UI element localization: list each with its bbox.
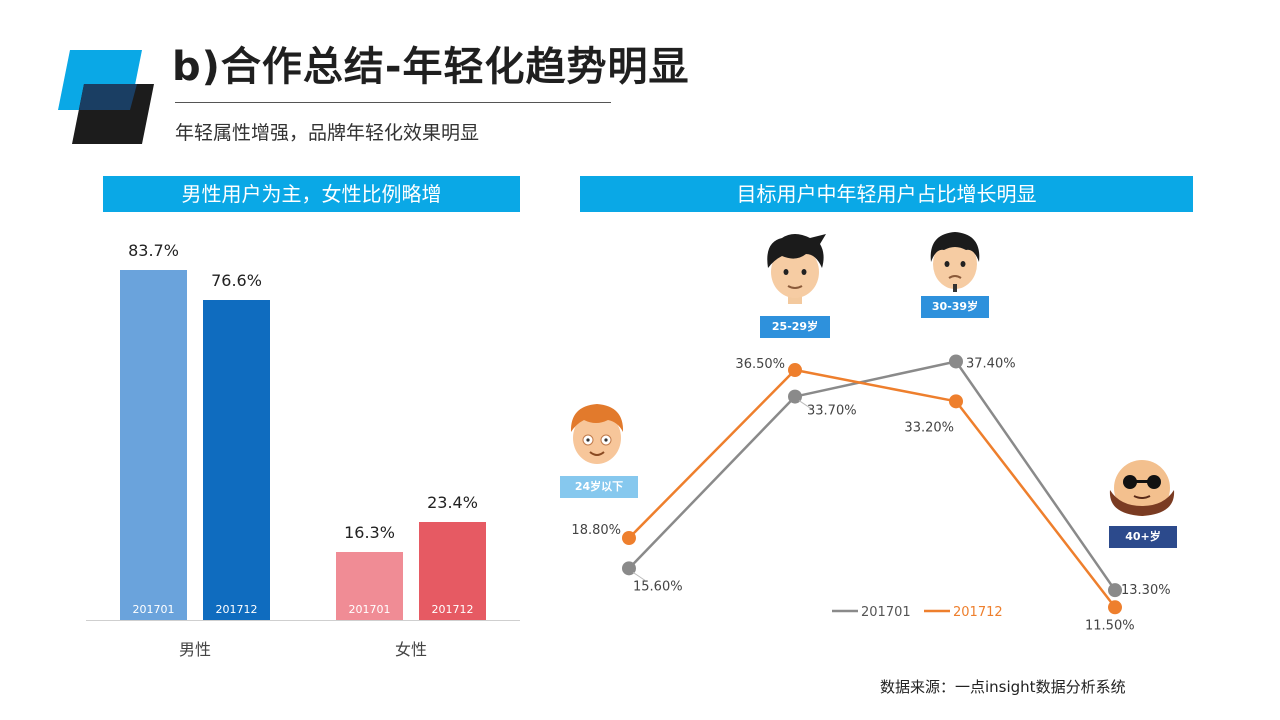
series-line-201712 <box>628 368 1116 609</box>
point-value-label: 33.70% <box>807 404 857 419</box>
right-chart-banner: 目标用户中年轻用户占比增长明显 <box>580 176 1193 212</box>
data-source-note: 数据来源：一点insight数据分析系统 <box>880 678 1126 696</box>
young-boy-face-icon <box>570 404 624 464</box>
data-point <box>1108 600 1122 615</box>
data-point <box>949 394 963 409</box>
age-group-tag: 25-29岁 <box>760 316 830 338</box>
point-value-label: 13.30% <box>1121 583 1171 598</box>
logo-mark <box>58 50 154 144</box>
data-point <box>622 561 636 576</box>
young-man-face-icon <box>767 234 826 304</box>
point-value-label: 36.50% <box>735 357 785 372</box>
data-point <box>788 363 802 378</box>
page-subtitle: 年轻属性增强，品牌年轻化效果明显 <box>175 122 480 144</box>
legend-label: 201712 <box>953 605 1003 620</box>
data-point <box>788 389 802 404</box>
point-value-label: 15.60% <box>633 579 683 594</box>
age-group-tag: 30-39岁 <box>921 296 989 318</box>
series-line-201701 <box>628 360 1117 591</box>
age-group-tag: 40+岁 <box>1109 526 1177 548</box>
title-divider <box>175 102 611 103</box>
label-leader-line <box>632 571 646 581</box>
label-leader-line <box>798 400 812 410</box>
point-value-label: 33.20% <box>904 420 954 435</box>
middle-aged-man-face-icon <box>930 232 980 292</box>
point-value-label: 11.50% <box>1085 618 1135 633</box>
page-title: b)合作总结-年轻化趋势明显 <box>172 44 690 90</box>
age-group-tag: 24岁以下 <box>560 476 638 498</box>
older-man-face-icon <box>1109 460 1175 516</box>
left-chart-banner: 男性用户为主，女性比例略增 <box>103 176 520 212</box>
data-point <box>622 530 636 545</box>
data-point <box>1108 583 1122 598</box>
point-value-label: 18.80% <box>571 523 621 538</box>
point-value-label: 37.40% <box>966 356 1016 371</box>
data-point <box>949 354 963 369</box>
legend-label: 201701 <box>861 605 911 620</box>
